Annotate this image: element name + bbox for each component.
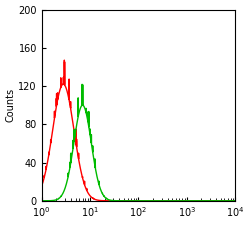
Y-axis label: Counts: Counts <box>6 88 16 122</box>
